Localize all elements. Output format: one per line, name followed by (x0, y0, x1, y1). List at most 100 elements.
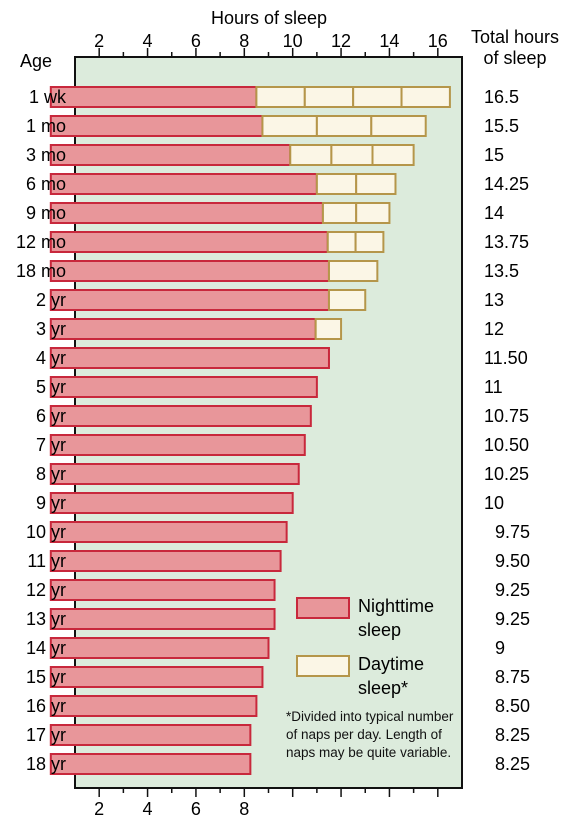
x-tick-label-top: 8 (239, 31, 249, 51)
total-label: 9 (495, 638, 505, 658)
total-label: 13.5 (484, 261, 519, 281)
bar-daytime-nap (290, 145, 331, 165)
total-label: 9.50 (495, 551, 530, 571)
bar-nighttime (51, 522, 287, 542)
bar-daytime-nap (371, 116, 425, 136)
bar-nighttime (51, 377, 317, 397)
x-tick-label-top: 12 (331, 31, 351, 51)
total-label: 11.50 (484, 348, 528, 368)
total-hours-label-line2: of sleep (483, 48, 546, 68)
legend-label-nighttime-line2: sleep (358, 620, 401, 640)
category-label: 18 mo (16, 261, 66, 281)
x-tick-label-bottom: 8 (239, 799, 249, 819)
bar-nighttime (51, 290, 329, 310)
total-label: 14 (484, 203, 504, 223)
bar-daytime-nap (373, 145, 414, 165)
bar-daytime-nap (305, 87, 353, 107)
bar-nighttime (51, 174, 317, 194)
x-tick-label-top: 6 (191, 31, 201, 51)
total-label: 8.75 (495, 667, 530, 687)
bar-daytime-nap (353, 87, 401, 107)
bar-daytime-nap (356, 232, 384, 252)
category-label: 9 yr (36, 493, 66, 513)
legend-swatch-nighttime (297, 598, 349, 618)
category-label: 10 yr (26, 522, 66, 542)
category-label: 6 mo (26, 174, 66, 194)
bar-daytime-nap (329, 261, 377, 281)
total-label: 15 (484, 145, 504, 165)
bar-daytime-nap (402, 87, 450, 107)
bar-daytime-nap (262, 116, 316, 136)
total-label: 13.75 (484, 232, 529, 252)
bar-nighttime (51, 232, 328, 252)
x-tick-label-bottom: 4 (143, 799, 153, 819)
category-label: 16 yr (26, 696, 66, 716)
category-label: 14 yr (26, 638, 66, 658)
category-label: 11 yr (27, 551, 66, 571)
total-label: 9.25 (495, 580, 530, 600)
category-label: 5 yr (36, 377, 66, 397)
x-tick-label-bottom: 2 (94, 799, 104, 819)
bar-nighttime (51, 493, 293, 513)
y-axis-label: Age (20, 51, 52, 71)
category-label: 13 yr (26, 609, 66, 629)
bar-daytime-nap (316, 319, 341, 339)
x-tick-label-top: 4 (143, 31, 153, 51)
category-label: 1 wk (29, 87, 67, 107)
total-label: 9.75 (495, 522, 530, 542)
bar-nighttime (51, 667, 263, 687)
x-tick-label-top: 2 (94, 31, 104, 51)
chart-title: Hours of sleep (211, 8, 327, 28)
x-tick-label-top: 10 (283, 31, 303, 51)
bar-nighttime (51, 464, 299, 484)
category-label: 7 yr (36, 435, 66, 455)
bar-nighttime (51, 116, 263, 136)
category-label: 8 yr (36, 464, 66, 484)
category-label: 12 yr (26, 580, 66, 600)
x-tick-label-top: 16 (428, 31, 448, 51)
bar-nighttime (51, 725, 251, 745)
bar-nighttime (51, 261, 329, 281)
bar-daytime-nap (356, 174, 395, 194)
bar-nighttime (51, 87, 257, 107)
legend-label-daytime-line2: sleep* (358, 678, 408, 698)
legend-label-daytime-line1: Daytime (358, 654, 424, 674)
category-label: 12 mo (16, 232, 66, 252)
category-label: 1 mo (26, 116, 66, 136)
bar-daytime-nap (317, 174, 356, 194)
category-label: 6 yr (36, 406, 66, 426)
category-label: 15 yr (26, 667, 66, 687)
bar-daytime-nap (329, 290, 365, 310)
total-label: 15.5 (484, 116, 519, 136)
category-label: 2 yr (36, 290, 66, 310)
bar-nighttime (51, 696, 257, 716)
bar-nighttime (51, 609, 275, 629)
bar-nighttime (51, 754, 251, 774)
total-label: 8.50 (495, 696, 530, 716)
total-label: 16.5 (484, 87, 519, 107)
category-label: 4 yr (36, 348, 66, 368)
bar-nighttime (51, 203, 323, 223)
total-label: 9.25 (495, 609, 530, 629)
footnote: *Divided into typical number of naps per… (286, 708, 466, 762)
total-label: 14.25 (484, 174, 529, 194)
category-labels: 1 wk 1 mo 3 mo 6 mo 9 mo 12 mo 18 mo 2 yr 3 yr 4 … (16, 87, 67, 774)
bar-daytime-nap (328, 232, 356, 252)
bar-daytime-nap (331, 145, 372, 165)
bar-daytime-nap (323, 203, 356, 223)
category-label: 3 yr (36, 319, 66, 339)
total-label: 8.25 (495, 754, 530, 774)
total-hours-label-line1: Total hours (471, 27, 559, 47)
bar-daytime-nap (317, 116, 371, 136)
total-label: 12 (484, 319, 504, 339)
total-label: 11 (484, 377, 503, 397)
bar-nighttime (51, 145, 290, 165)
category-label: 3 mo (26, 145, 66, 165)
bar-nighttime (51, 348, 329, 368)
total-labels: 16.5 15.5 15 14.25 14 13.75 13.5 13 12 11.50 11 10.… (484, 87, 530, 774)
category-label: 17 yr (26, 725, 66, 745)
total-label: 8.25 (495, 725, 530, 745)
bar-daytime-nap (256, 87, 304, 107)
legend-label-nighttime-line1: Nighttime (358, 596, 434, 616)
